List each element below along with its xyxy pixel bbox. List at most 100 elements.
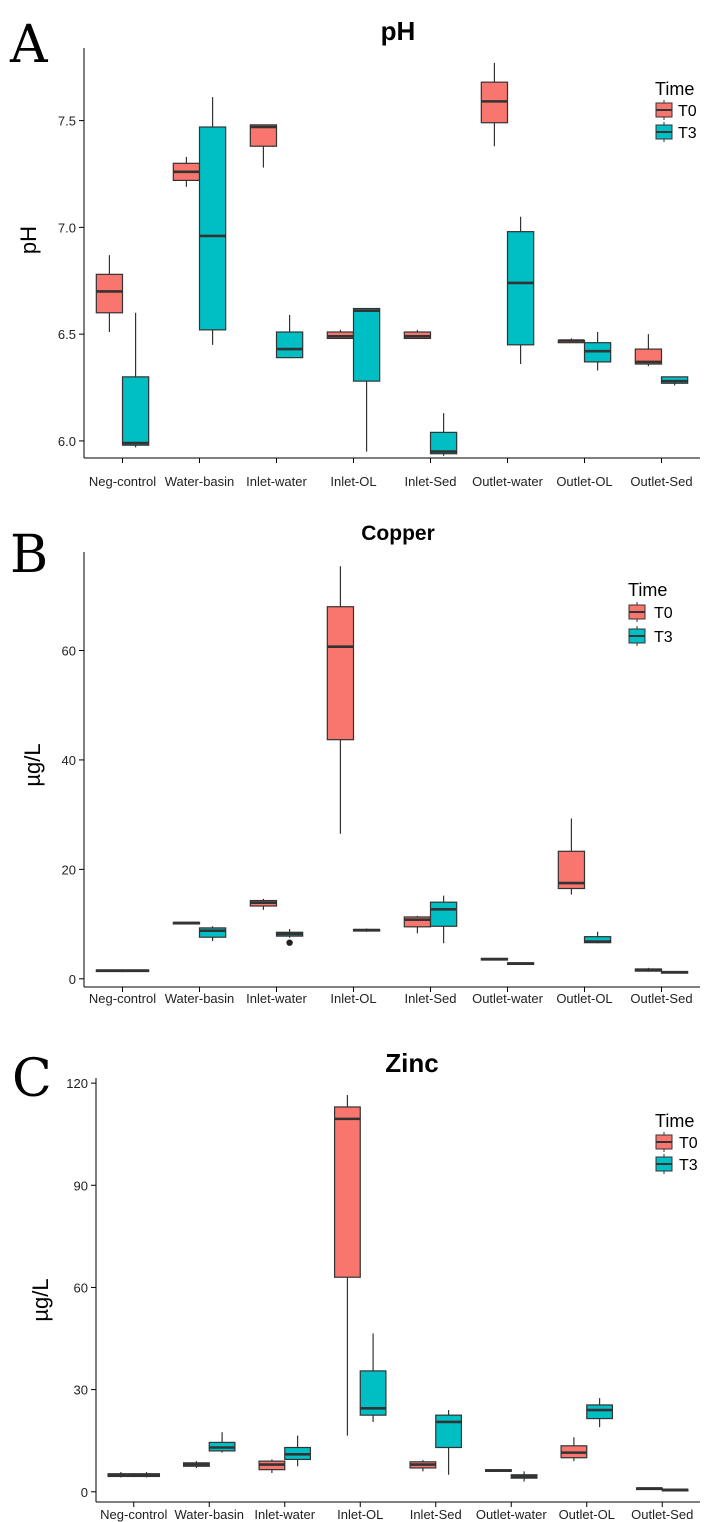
- y-tick-label: 7.5: [58, 114, 76, 129]
- legend-title: Time: [628, 580, 667, 600]
- box-t0-outlet-sed: [634, 334, 663, 367]
- box-t0-inlet-sed: [403, 329, 432, 340]
- box-t3-inlet-ol: [352, 928, 381, 932]
- panel-letter: A: [9, 15, 49, 75]
- box-t0-neg-control: [95, 255, 124, 333]
- x-tick-label: Outlet-water: [472, 991, 543, 1006]
- box-body: [429, 901, 458, 927]
- x-tick-label: Outlet-Sed: [630, 991, 692, 1006]
- box-t0-inlet-water: [249, 898, 278, 910]
- box-t0-water-basin: [172, 921, 201, 925]
- box-body: [121, 376, 150, 446]
- legend-label: T3: [678, 125, 697, 142]
- y-tick-label: 7.0: [58, 220, 76, 235]
- box-t3-outlet-water: [506, 216, 535, 365]
- box-t3-outlet-ol: [583, 931, 612, 944]
- x-tick-label: Outlet-Sed: [631, 1507, 693, 1522]
- x-tick-label: Inlet-water: [246, 991, 307, 1006]
- box-t0-inlet-ol: [326, 566, 355, 834]
- panel-letter: B: [10, 525, 48, 585]
- legend-item-t3: T3: [628, 626, 673, 646]
- box-t0-outlet-ol: [557, 338, 586, 344]
- x-tick-label: Inlet-Sed: [404, 474, 456, 489]
- legend: Time T0 T3: [655, 79, 697, 142]
- box-t0-neg-control: [107, 1472, 135, 1478]
- legend-label: T0: [654, 605, 673, 622]
- x-tick-label: Inlet-water: [254, 1507, 315, 1522]
- x-tick-label: Inlet-water: [246, 474, 307, 489]
- legend-item-t0: T0: [655, 100, 697, 120]
- box-t3-inlet-sed: [429, 413, 458, 456]
- y-axis-label: pH: [16, 226, 41, 254]
- box-body: [352, 307, 381, 382]
- x-tick-label: Water-basin: [165, 474, 235, 489]
- legend-item-t3: T3: [655, 122, 697, 142]
- y-tick-label: 6.5: [58, 327, 76, 342]
- chart-title: pH: [381, 16, 416, 46]
- chart-panel-c: C Zinc µg/L 0 30 60 90 120 Neg-control Water-basi…: [12, 1048, 700, 1522]
- x-tick-label: Water-basin: [165, 991, 235, 1006]
- y-tick-label: 6.0: [58, 434, 76, 449]
- legend-title: Time: [655, 79, 694, 99]
- x-tick-label: Inlet-Sed: [410, 1507, 462, 1522]
- box-body: [275, 331, 304, 359]
- box-body: [326, 606, 355, 741]
- legend-title: Time: [655, 1111, 694, 1131]
- legend: Time T0 T3: [628, 580, 673, 646]
- box-t3-neg-control: [121, 312, 150, 448]
- box-t0-inlet-ol: [326, 329, 355, 340]
- chart-title: Copper: [361, 522, 435, 545]
- x-tick-label: Neg-control: [100, 1507, 167, 1522]
- chart-panel-b: B Copper µg/L 0 20 40 60 Neg-control Water-basin…: [10, 522, 700, 1006]
- box-t3-water-basin: [198, 97, 227, 345]
- box-t3-inlet-sed: [429, 895, 458, 944]
- y-tick-label: 120: [66, 1076, 88, 1091]
- box-t3-inlet-water: [275, 929, 304, 946]
- box-t3-outlet-ol: [583, 332, 612, 371]
- legend-label: T3: [679, 1157, 698, 1174]
- x-tick-label: Inlet-Sed: [404, 991, 456, 1006]
- box-t0-outlet-ol: [557, 818, 586, 895]
- box-body: [198, 927, 227, 938]
- box-body: [95, 273, 124, 314]
- box-t3-inlet-sed: [435, 1410, 463, 1475]
- box-t0-water-basin: [172, 156, 201, 187]
- box-body: [586, 1404, 614, 1420]
- y-tick-label: 20: [62, 862, 76, 877]
- x-tick-label: Outlet-water: [472, 474, 543, 489]
- box-t0-outlet-ol: [560, 1437, 588, 1462]
- legend-item-t0: T0: [655, 1132, 698, 1152]
- panel-letter: C: [12, 1049, 52, 1109]
- box-t0-outlet-sed: [635, 1487, 663, 1491]
- outlier-point: [286, 939, 293, 946]
- x-tick-label: Inlet-OL: [337, 1507, 383, 1522]
- box-t0-inlet-sed: [403, 915, 432, 934]
- box-t0-inlet-sed: [409, 1460, 437, 1472]
- box-t3-outlet-sed: [661, 1488, 689, 1492]
- box-t3-inlet-water: [284, 1435, 312, 1467]
- x-tick-label: Outlet-Sed: [630, 474, 692, 489]
- legend-item-t3: T3: [655, 1154, 698, 1174]
- y-axis-label: µg/L: [28, 1278, 53, 1321]
- y-tick-label: 90: [74, 1178, 88, 1193]
- box-t0-neg-control: [95, 969, 124, 973]
- box-t3-water-basin: [198, 926, 227, 942]
- box-body: [435, 1414, 463, 1449]
- box-body: [429, 431, 458, 455]
- box-body: [249, 124, 278, 147]
- box-body: [198, 126, 227, 331]
- box-t0-outlet-sed: [634, 967, 663, 972]
- x-tick-label: Outlet-OL: [559, 1507, 615, 1522]
- box-t0-outlet-water: [480, 62, 509, 147]
- box-body: [634, 348, 663, 365]
- y-tick-label: 0: [81, 1485, 88, 1500]
- box-t3-outlet-ol: [586, 1398, 614, 1428]
- y-tick-label: 60: [62, 643, 76, 658]
- x-tick-label: Outlet-OL: [556, 474, 612, 489]
- box-t3-inlet-water: [275, 314, 304, 359]
- box-t3-outlet-water: [506, 962, 535, 966]
- x-tick-label: Outlet-water: [476, 1507, 547, 1522]
- box-t0-inlet-water: [249, 124, 278, 168]
- box-t0-outlet-water: [480, 957, 509, 961]
